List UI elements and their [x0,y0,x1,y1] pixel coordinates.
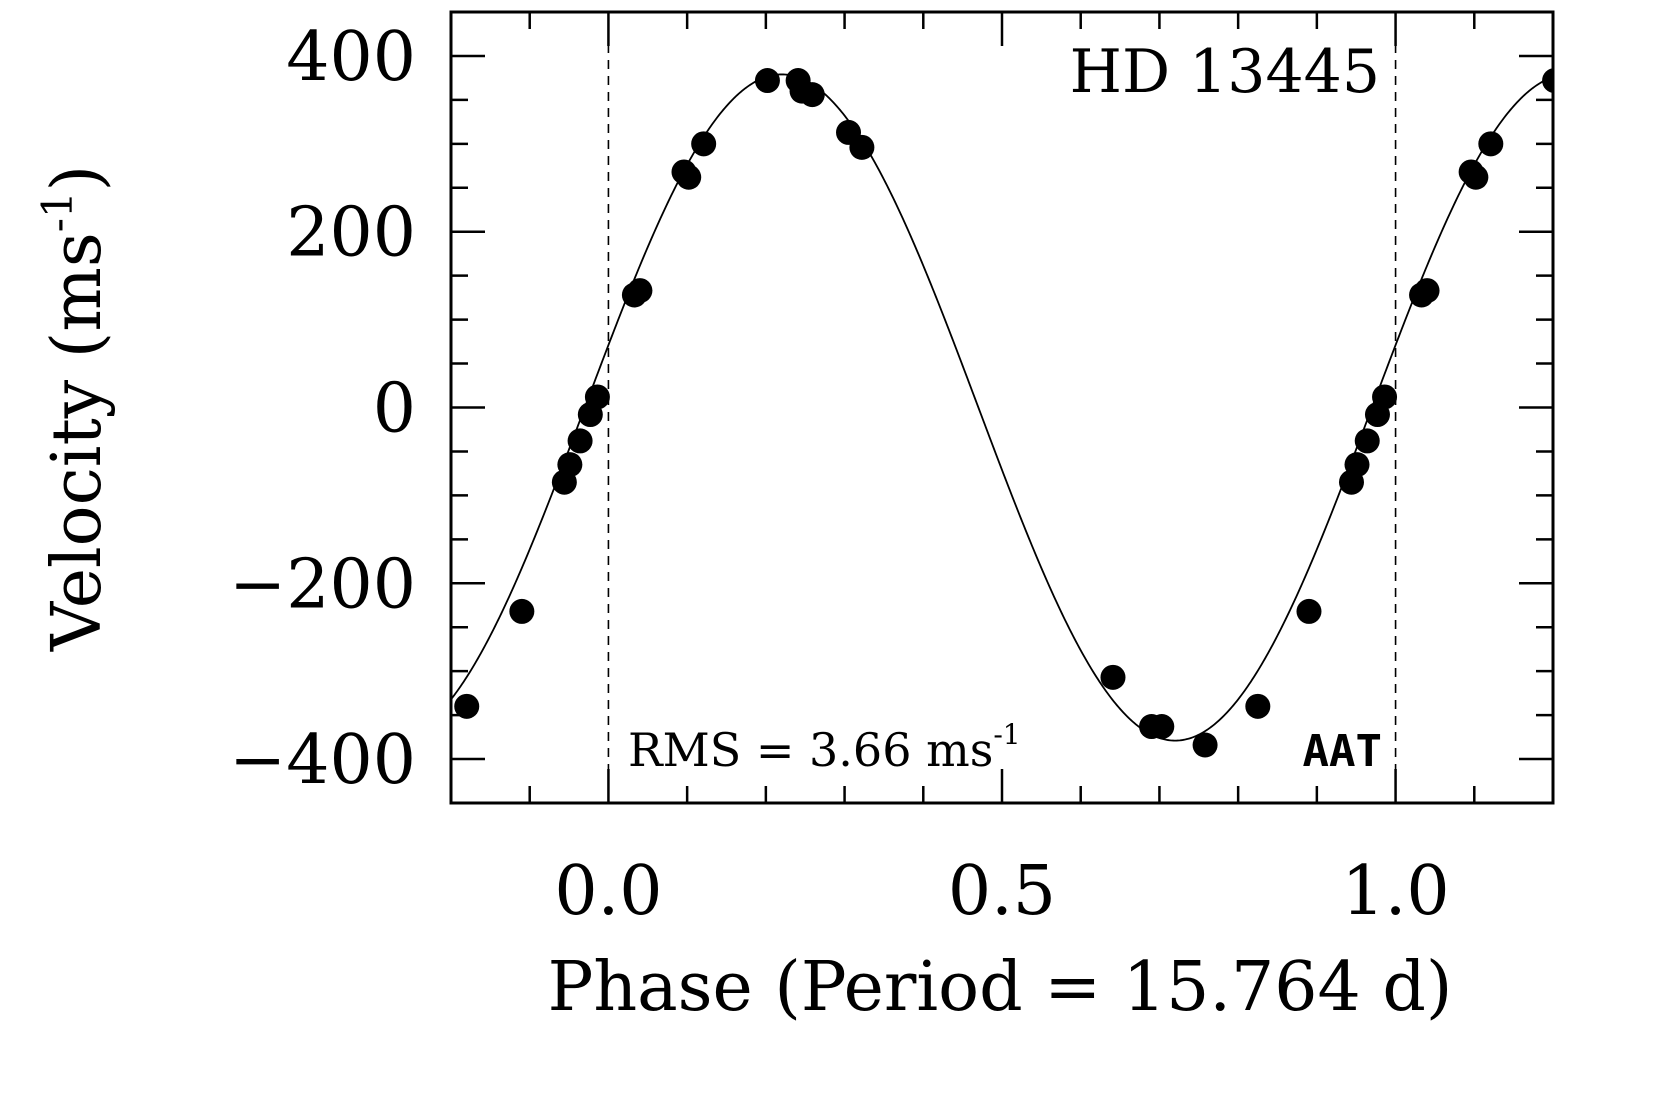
data-point [1100,664,1126,690]
data-point [509,598,535,624]
data-point [754,68,780,94]
data-point [1245,693,1271,719]
data-points-layer [454,68,1553,758]
data-point [1296,598,1322,624]
x-axis-label: Phase (Period = 15.764 d) [548,948,1453,1027]
x-tick-labels: 0.0 0.5 1.0 [554,852,1449,931]
y-tick-label: −200 [229,545,416,624]
phase-marker-layer [607,12,1397,803]
x-tick-label: 0.0 [554,852,662,931]
data-point [557,452,583,478]
data-point [1192,732,1218,758]
chart-title: HD 13445 [1070,37,1380,107]
data-point [567,428,593,454]
data-point [799,82,825,108]
data-point [1542,68,1553,93]
axis-ticks-layer [449,10,1555,805]
data-point [691,131,717,157]
y-tick-label: 0 [373,370,416,449]
data-point [454,693,480,719]
data-point [1463,164,1489,190]
y-tick-label: 400 [286,18,416,97]
rms-annotation: RMS = 3.66 ms-1 [628,718,1021,777]
y-tick-labels: −400 −200 0 200 400 [229,18,416,800]
data-point [676,164,702,190]
data-point [627,278,653,304]
data-point [1372,384,1398,410]
data-point [1414,278,1440,304]
x-tick-label: 1.0 [1341,852,1449,931]
y-tick-label: −400 [229,721,416,800]
x-tick-label: 0.5 [948,852,1056,931]
instrument-label: AAT [1303,726,1382,777]
data-point [584,384,610,410]
y-tick-label: 200 [286,194,416,273]
data-point [1354,428,1380,454]
data-point [1344,452,1370,478]
data-point [849,134,875,160]
data-point [1149,714,1175,740]
y-axis-label: Velocity (ms-1) [33,165,117,652]
data-point [1478,131,1504,157]
